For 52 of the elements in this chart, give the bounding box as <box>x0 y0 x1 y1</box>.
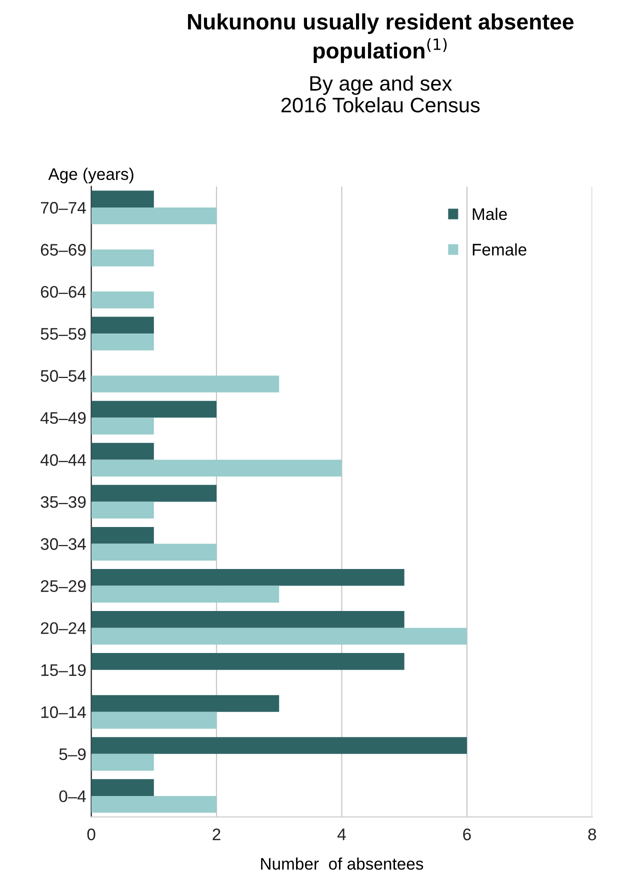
bar <box>91 190 154 208</box>
x-tick-label: 8 <box>588 828 596 840</box>
y-tick-label: 45–49 <box>40 412 86 424</box>
bar <box>91 779 154 796</box>
y-tick-label: 30–34 <box>40 538 86 550</box>
bar <box>91 568 404 586</box>
y-tick-label: 50–54 <box>40 370 86 382</box>
bar <box>91 250 154 266</box>
chart-title: Nukunonu usually resident absentee population$^{(1)}$ <box>188 13 574 64</box>
y-tick-label: 40–44 <box>40 454 86 466</box>
bar <box>91 334 154 350</box>
y-tick-label: 60–64 <box>40 286 86 298</box>
legend-label: Female <box>472 243 526 256</box>
y-axis-title: Age (years) <box>48 168 134 184</box>
bar <box>91 460 342 476</box>
chart-subtitle: By age and sex 2016 Tokelau Census <box>281 75 480 112</box>
bar <box>91 796 217 813</box>
y-tick-label: 5–9 <box>59 748 86 760</box>
bar <box>91 754 154 771</box>
bar <box>91 418 154 434</box>
bar <box>91 628 467 645</box>
x-tick-label: 4 <box>337 828 346 840</box>
bar <box>91 502 154 519</box>
y-tick-label: 15–19 <box>41 664 86 676</box>
x-tick-label: 0 <box>87 828 96 840</box>
y-tick-label: 55–59 <box>40 328 86 340</box>
bar <box>91 695 280 712</box>
y-tick-label: 25–29 <box>40 580 86 592</box>
y-tick-label: 20–24 <box>40 622 86 634</box>
bar <box>91 484 217 502</box>
y-tick-label: 65–69 <box>40 244 86 256</box>
bar <box>91 207 217 224</box>
y-tick-label: 0–4 <box>59 790 86 802</box>
bar <box>91 376 280 392</box>
bar <box>91 586 280 603</box>
x-tick-label: 6 <box>463 828 471 840</box>
y-tick-label: 70–74 <box>40 202 86 214</box>
bar <box>91 653 404 670</box>
y-tick-label: 35–39 <box>40 496 86 508</box>
x-axis-title: Number of absentees <box>261 857 424 870</box>
bar <box>91 292 154 308</box>
bar <box>91 611 404 628</box>
y-tick-label: 10–14 <box>41 706 86 718</box>
x-tick-label: 2 <box>212 828 220 840</box>
bar <box>91 544 217 561</box>
bar <box>91 737 467 754</box>
bar <box>91 400 217 418</box>
bar <box>91 442 154 460</box>
bar <box>91 526 154 544</box>
bar <box>91 712 217 729</box>
legend-label: Male <box>472 208 507 220</box>
bar <box>91 316 154 334</box>
